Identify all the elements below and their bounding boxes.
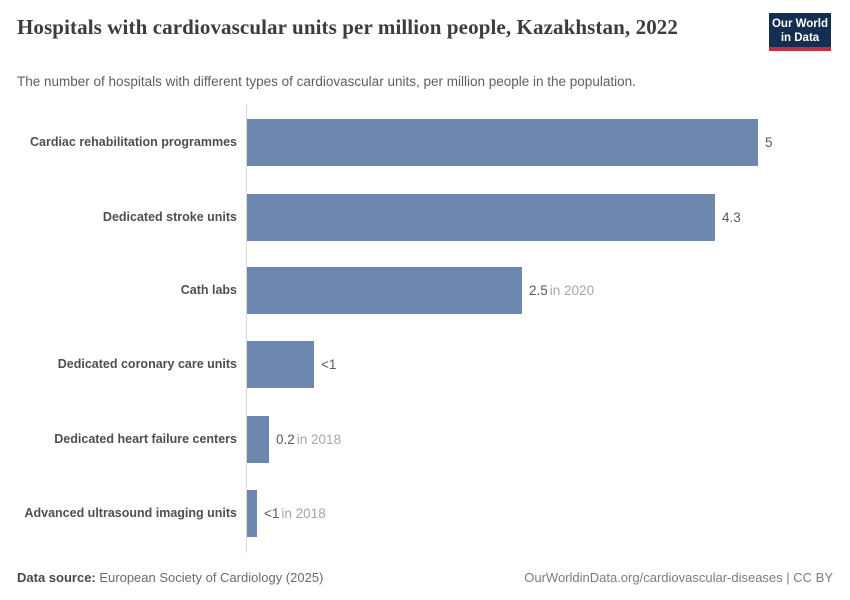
page-title: Hospitals with cardiovascular units per … — [17, 15, 678, 39]
value-label: <1 — [321, 357, 338, 372]
owid-logo[interactable]: Our World in Data — [769, 13, 831, 51]
category-label: Dedicated coronary care units — [57, 357, 237, 371]
bar-chart: Cardiac rehabilitation programmes 5 Dedi… — [16, 105, 834, 553]
bar-track: <1 in 2018 — [246, 489, 834, 537]
data-source-label: Data source: — [17, 570, 96, 585]
bar-dedicated-heart-failure-centers[interactable] — [247, 415, 269, 463]
data-source: Data source: European Society of Cardiol… — [17, 570, 323, 585]
value-number: 4.3 — [722, 209, 741, 225]
value-number: 2.5 — [529, 282, 548, 298]
category-label: Dedicated heart failure centers — [54, 432, 237, 446]
value-number: 5 — [765, 134, 773, 150]
bar-track: 5 — [246, 118, 834, 166]
category-label: Dedicated stroke units — [102, 210, 237, 224]
bar-track: 0.2 in 2018 — [246, 415, 834, 463]
value-year-note: in 2018 — [296, 431, 342, 447]
attribution-link[interactable]: OurWorldinData.org/cardiovascular-diseas… — [524, 570, 833, 585]
bar-track: <1 — [246, 340, 834, 388]
value-label: <1 in 2018 — [264, 506, 326, 521]
data-source-value: European Society of Cardiology (2025) — [95, 570, 324, 585]
bar-row: Advanced ultrasound imaging units <1 in 2… — [16, 476, 834, 550]
value-year-note: in 2018 — [281, 505, 326, 521]
bar-row: Dedicated stroke units 4.3 — [16, 180, 834, 254]
value-label: 0.2 in 2018 — [276, 432, 341, 447]
bar-row: Dedicated coronary care units <1 — [16, 327, 834, 401]
bar-cath-labs[interactable] — [247, 266, 522, 314]
value-label: 5 — [765, 135, 775, 150]
bar-dedicated-coronary-care-units[interactable] — [247, 340, 314, 388]
bar-track: 2.5 in 2020 — [246, 266, 834, 314]
value-label: 4.3 — [722, 210, 743, 225]
chart-subtitle: The number of hospitals with different t… — [17, 74, 636, 89]
bar-row: Cardiac rehabilitation programmes 5 — [16, 105, 834, 179]
category-label: Cath labs — [180, 283, 237, 297]
bar-advanced-ultrasound-imaging-units[interactable] — [247, 489, 257, 537]
category-label: Advanced ultrasound imaging units — [24, 506, 237, 520]
bar-dedicated-stroke-units[interactable] — [247, 193, 715, 241]
bar-row: Cath labs 2.5 in 2020 — [16, 253, 834, 327]
value-number: <1 — [321, 356, 337, 372]
owid-logo-line1: Our World — [771, 18, 828, 30]
value-label: 2.5 in 2020 — [529, 283, 594, 298]
bar-row: Dedicated heart failure centers 0.2 in 20… — [16, 402, 834, 476]
value-year-note: in 2020 — [549, 282, 595, 298]
value-number: <1 — [264, 505, 280, 521]
y-axis-line — [246, 105, 247, 553]
bar-cardiac-rehabilitation-programmes[interactable] — [247, 118, 758, 166]
value-number: 0.2 — [276, 431, 295, 447]
owid-logo-line2: in Data — [780, 31, 820, 44]
bar-track: 4.3 — [246, 193, 834, 241]
chart-footer: Data source: European Society of Cardiol… — [17, 570, 833, 585]
category-label: Cardiac rehabilitation programmes — [29, 135, 237, 149]
